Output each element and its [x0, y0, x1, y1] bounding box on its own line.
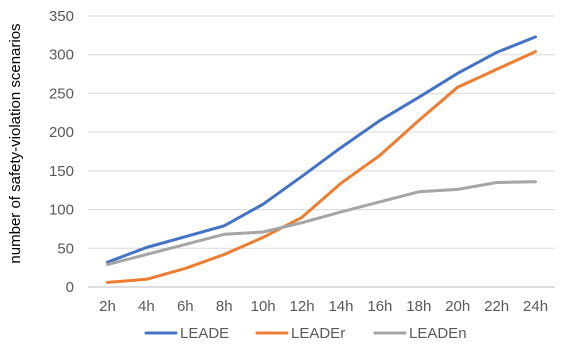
legend-label: LEADEn [409, 325, 467, 342]
x-tick-label: 16h [367, 298, 392, 315]
y-tick-label: 100 [49, 202, 74, 219]
legend-item-leade: LEADE [144, 325, 229, 342]
y-tick-label: 200 [49, 124, 74, 141]
x-tick-label: 12h [290, 298, 315, 315]
y-axis-title: number of safety-violation scenarios [7, 23, 24, 263]
x-tick-label: 8h [216, 298, 233, 315]
legend-item-leader: LEADEr [255, 325, 345, 342]
x-tick-label: 10h [251, 298, 276, 315]
x-tick-label: 24h [523, 298, 548, 315]
legend-label: LEADEr [291, 325, 345, 342]
legend-label: LEADE [180, 325, 229, 342]
y-tick-label: 250 [49, 85, 74, 102]
y-tick-label: 50 [57, 240, 74, 257]
series-lines [106, 35, 537, 284]
legend-item-leaden: LEADEn [373, 325, 467, 342]
y-tick-label: 0 [66, 279, 74, 296]
series-line-leade [106, 35, 537, 264]
gridlines [88, 15, 555, 288]
x-tick-label: 2h [99, 298, 116, 315]
x-tick-label: 6h [177, 298, 194, 315]
x-tick-label: 18h [406, 298, 431, 315]
y-tick-label: 350 [49, 8, 74, 25]
x-tick-label: 14h [328, 298, 353, 315]
x-axis-ticks: 2h 4h 6h 8h 10h 12h 14h 16h 18h 20h 22h 24h [99, 298, 548, 315]
legend: LEADE LEADEr LEADEn [144, 325, 467, 342]
series-line-leaden [106, 180, 537, 266]
x-tick-label: 20h [445, 298, 470, 315]
y-axis-ticks: 0 50 100 150 200 250 300 350 [49, 8, 74, 296]
series-line-leader [106, 50, 537, 284]
x-tick-label: 22h [484, 298, 509, 315]
x-tick-label: 4h [138, 298, 155, 315]
y-tick-label: 150 [49, 163, 74, 180]
y-tick-label: 300 [49, 47, 74, 64]
